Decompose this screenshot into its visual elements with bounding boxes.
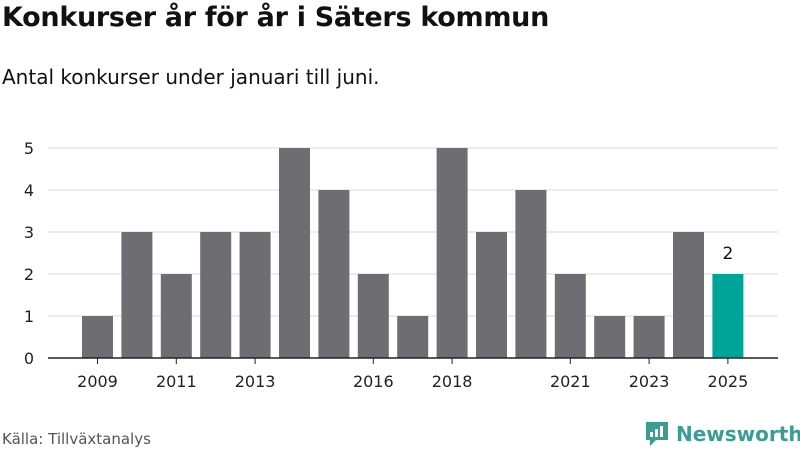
x-tick-label: 2025 xyxy=(708,372,749,391)
y-tick-label: 4 xyxy=(24,181,34,200)
bar xyxy=(515,190,547,358)
x-tick-label: 2018 xyxy=(432,372,473,391)
bar xyxy=(239,232,271,358)
x-tick-label: 2011 xyxy=(156,372,197,391)
bar xyxy=(357,274,389,358)
y-tick-label: 0 xyxy=(24,349,34,368)
x-tick-label: 2016 xyxy=(353,372,394,391)
data-label: 2 xyxy=(722,244,733,264)
y-tick-label: 3 xyxy=(24,223,34,242)
x-tick-label: 2023 xyxy=(629,372,670,391)
x-tick-label: 2009 xyxy=(77,372,118,391)
brand-name: Newsworthy xyxy=(676,422,800,446)
newsworthy-logo: Newsworthy xyxy=(644,420,800,448)
newsworthy-chat-bar-icon xyxy=(646,422,668,446)
chart-subtitle: Antal konkurser under januari till juni. xyxy=(2,65,380,89)
bar xyxy=(82,316,113,358)
bar xyxy=(397,316,429,358)
bar xyxy=(594,316,626,358)
bar xyxy=(436,148,468,358)
x-tick-label: 2013 xyxy=(235,372,276,391)
bar xyxy=(318,190,350,358)
chart-title: Konkurser år för år i Säters kommun xyxy=(2,2,550,33)
bar xyxy=(200,232,232,358)
bar xyxy=(279,148,310,358)
x-tick-label: 2021 xyxy=(550,372,591,391)
bar xyxy=(121,232,153,358)
bar xyxy=(633,316,665,358)
y-tick-label: 5 xyxy=(24,139,34,158)
bar xyxy=(554,274,586,358)
y-tick-label: 2 xyxy=(24,265,34,284)
y-tick-label: 1 xyxy=(24,307,34,326)
bar xyxy=(673,232,704,358)
bar xyxy=(712,274,744,358)
source-note: Källa: Tillväxtanalys xyxy=(2,430,151,448)
bar xyxy=(476,232,507,358)
bar-chart: 0 1 2 3 4 5 2009 2011 2013 2016 2018 2021 2023 2025 2 xyxy=(24,139,778,391)
bar xyxy=(160,274,192,358)
